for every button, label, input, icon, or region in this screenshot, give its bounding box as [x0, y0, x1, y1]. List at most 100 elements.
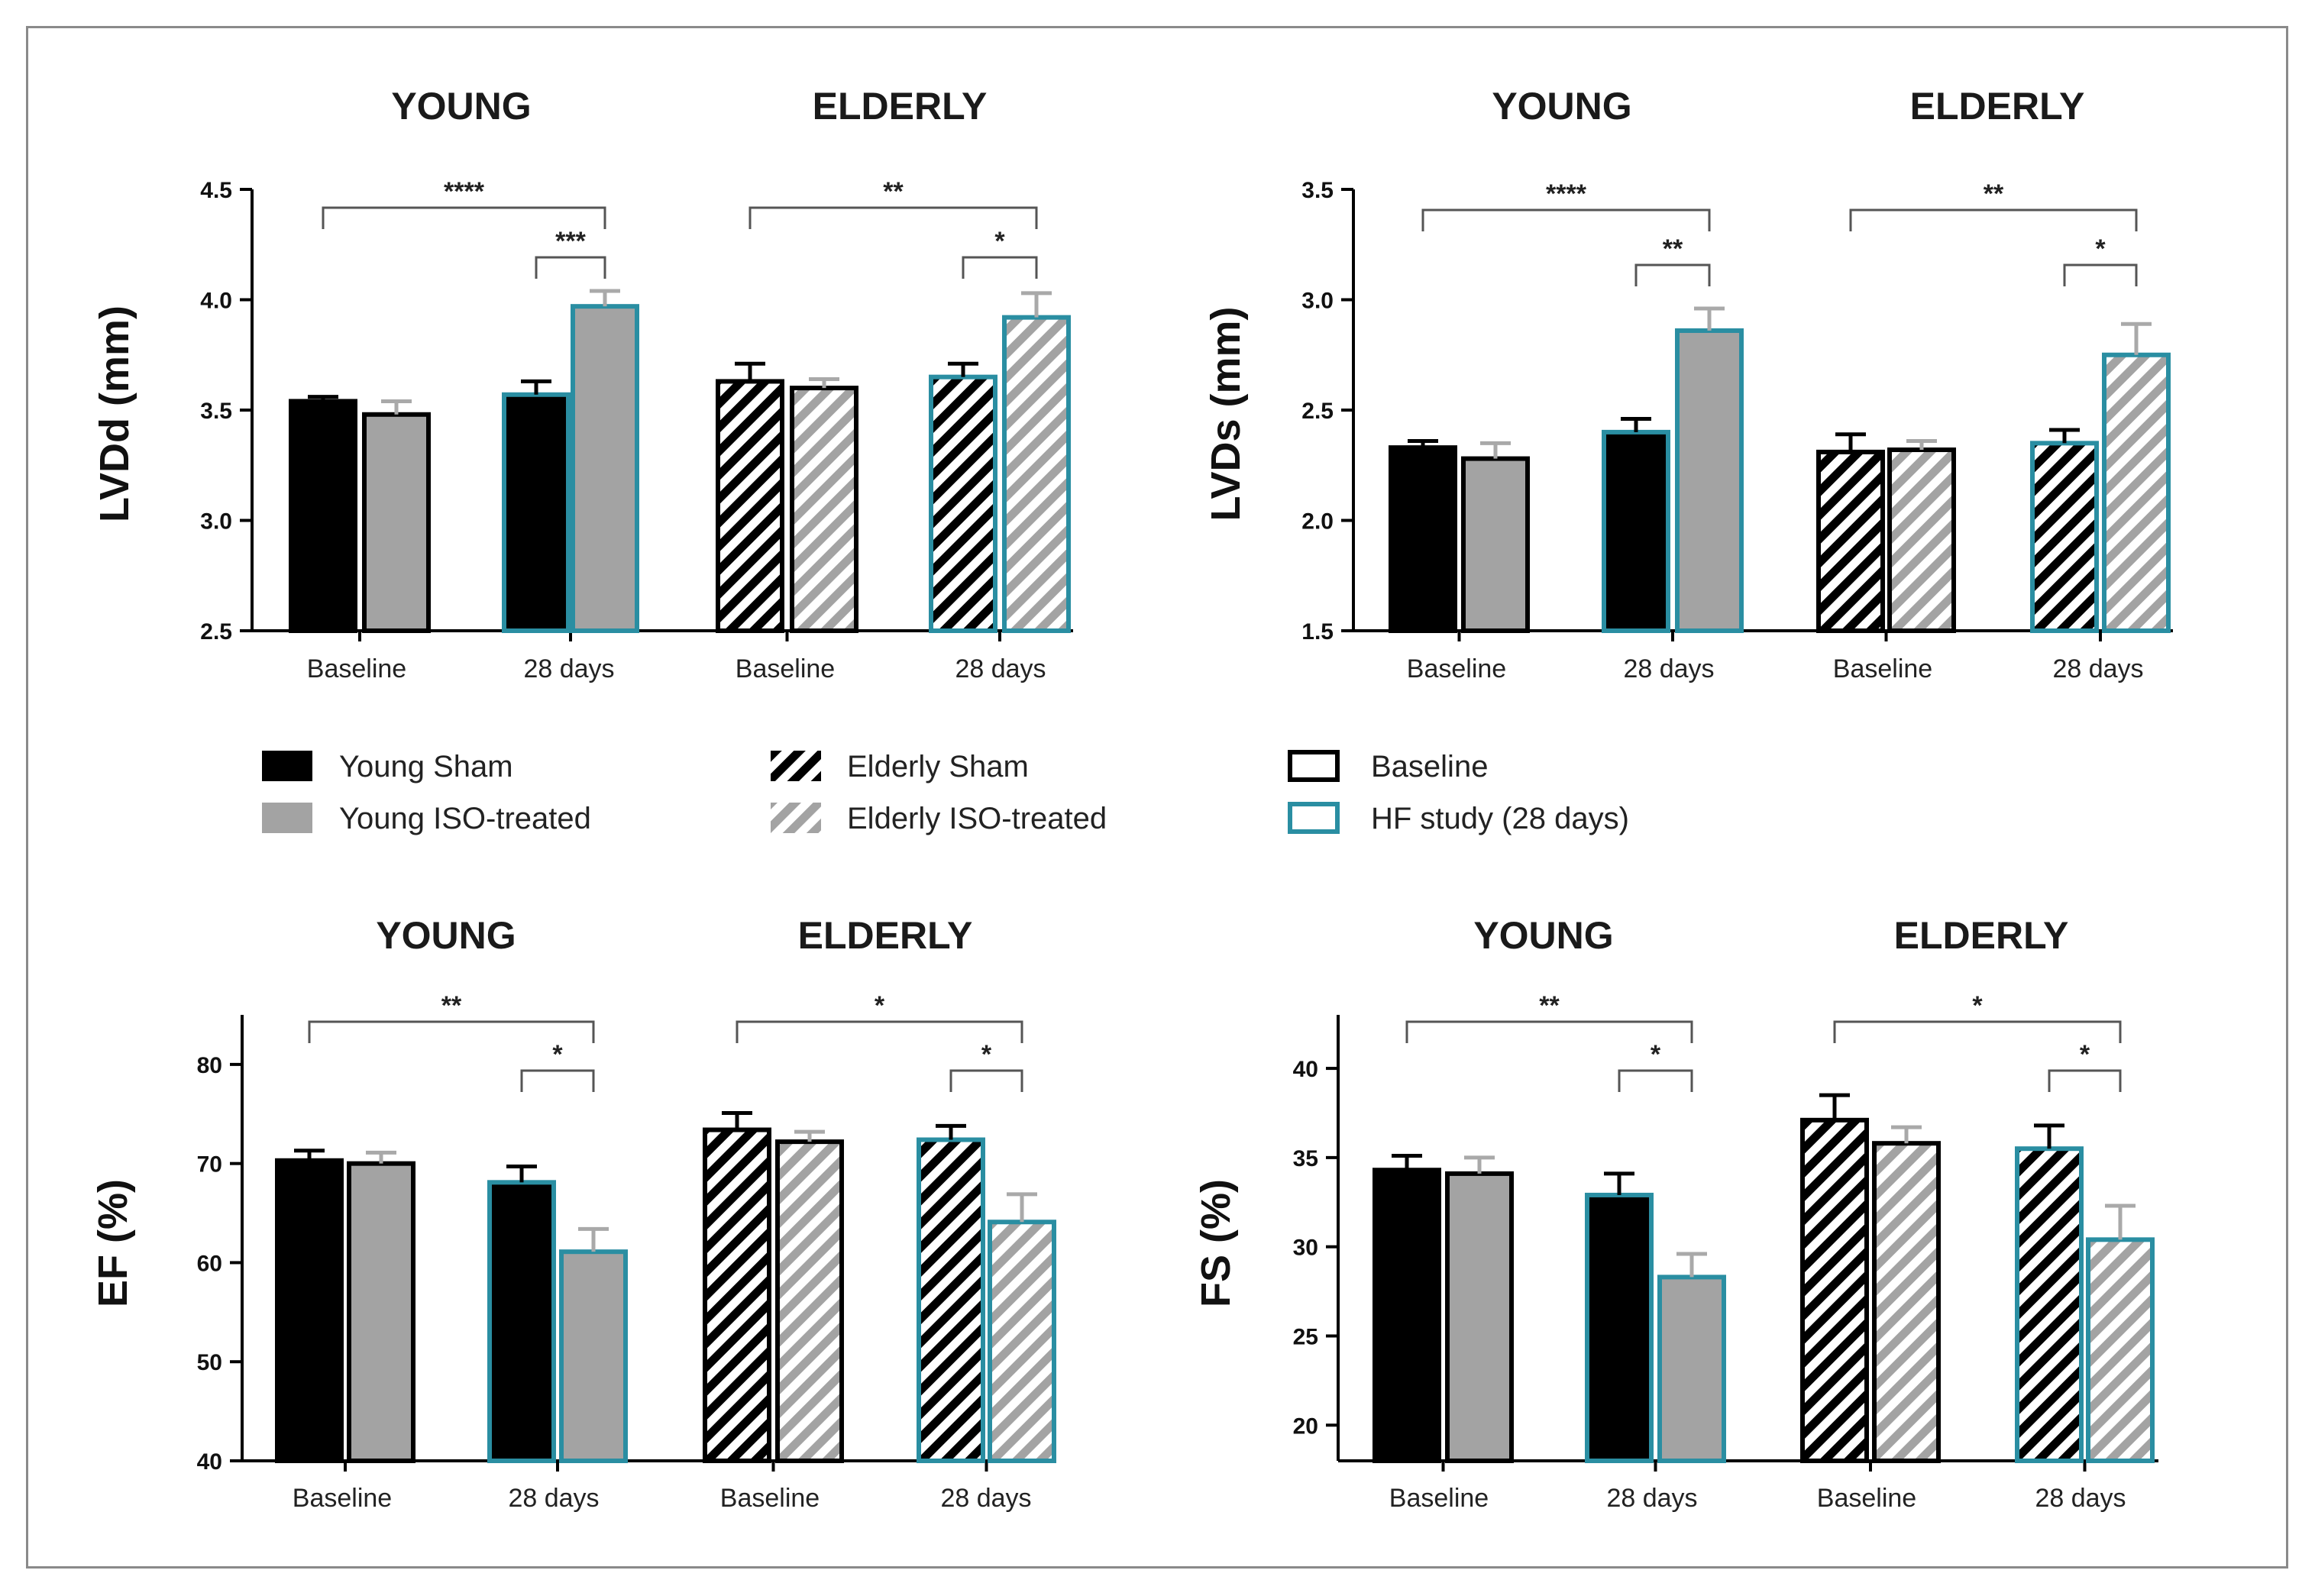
x-tick-label: Baseline [736, 654, 835, 683]
bar-elderly-iso [2086, 1237, 2155, 1464]
significance-bracket [949, 1069, 1023, 1092]
bar-elderly-sham [2015, 1146, 2084, 1463]
x-tick-label: Baseline [1817, 1484, 1916, 1513]
significance-bracket [1618, 1069, 1693, 1092]
x-tick-label: Baseline [1833, 654, 1932, 683]
legend-label: Young Sham [339, 750, 513, 783]
bar-elderly-sham [1800, 1117, 1869, 1463]
group-title-elderly: ELDERLY [798, 914, 973, 957]
group-title-elderly: ELDERLY [813, 85, 988, 128]
y-axis-label: LVDd (mm) [92, 305, 137, 522]
legend-label: Elderly ISO-treated [847, 802, 1107, 835]
bar-young-iso [1657, 1275, 1726, 1463]
chart-panel-fs: YOUNG ELDERLY FS (%) Baseline 28 days Ba… [1193, 914, 2158, 1513]
x-tick-label: 28 days [2052, 654, 2143, 683]
significance-bracket [308, 1020, 595, 1043]
y-tick-label: 30 [1293, 1236, 1318, 1261]
y-axis-label: EF (%) [90, 1179, 136, 1307]
bar-young-iso [362, 412, 431, 634]
significance-label: ** [441, 991, 462, 1020]
y-tick-label: 25 [1293, 1324, 1318, 1349]
y-tick-label: 2.5 [200, 619, 232, 645]
legend-label: Baseline [1371, 750, 1488, 783]
y-tick-label: 3.0 [200, 509, 232, 535]
x-tick-label: Baseline [1407, 654, 1506, 683]
significance-label: * [2095, 234, 2106, 263]
significance-bracket [1849, 208, 2138, 231]
figure-frame [26, 26, 2288, 1569]
bar-elderly-iso [1002, 315, 1071, 633]
bar-young-iso [1445, 1171, 1514, 1464]
legend-swatch-young-sham [262, 751, 312, 781]
significance-label: * [1972, 991, 1983, 1020]
significance-bracket [962, 256, 1038, 279]
group-title-young: YOUNG [1473, 914, 1613, 957]
y-tick-label: 20 [1293, 1413, 1318, 1439]
bar-young-sham [275, 1158, 344, 1463]
bar-elderly-iso [1872, 1141, 1941, 1464]
bar-young-sham [1602, 429, 1670, 634]
x-tick-label: 28 days [523, 654, 614, 683]
bar-young-sham [1585, 1192, 1654, 1464]
y-tick-label: 40 [1293, 1057, 1318, 1082]
chart-panel-lvdd: YOUNG ELDERLY LVDd (mm) Baseline 28 days… [92, 85, 1073, 683]
significance-bracket [2048, 1069, 2122, 1092]
significance-label: ** [883, 177, 904, 206]
group-title-elderly: ELDERLY [1894, 914, 2069, 957]
y-tick-label: 4.5 [200, 178, 232, 203]
y-tick-label: 1.5 [1301, 619, 1334, 645]
bar-young-sham [1373, 1168, 1441, 1464]
significance-label: * [1651, 1040, 1661, 1069]
bar-elderly-iso [988, 1220, 1056, 1464]
y-tick-label: 70 [197, 1152, 222, 1178]
y-tick-label: 3.0 [1301, 289, 1334, 314]
group-title-young: YOUNG [376, 914, 516, 957]
bar-young-iso [571, 304, 639, 633]
legend-swatch-baseline [1288, 750, 1340, 782]
x-tick-label: 28 days [940, 1484, 1031, 1513]
significance-bracket [736, 1020, 1023, 1043]
group-title-young: YOUNG [391, 85, 531, 128]
bar-young-iso [559, 1249, 628, 1464]
significance-label: * [552, 1040, 563, 1069]
significance-label: * [994, 227, 1005, 256]
bar-young-sham [1389, 445, 1457, 633]
chart-panel-lvds: YOUNG ELDERLY LVDs (mm) Baseline 28 days… [1203, 85, 2173, 683]
significance-bracket [520, 1069, 595, 1092]
significance-bracket [535, 256, 606, 279]
bar-elderly-sham [703, 1127, 771, 1463]
significance-bracket [1833, 1020, 2122, 1043]
y-axis-label: LVDs (mm) [1203, 306, 1249, 521]
legend: Young Sham Young ISO-treated Elderly Sha… [262, 750, 1629, 835]
bar-elderly-iso [790, 386, 858, 633]
y-tick-label: 50 [197, 1350, 222, 1375]
y-tick-label: 4.0 [200, 289, 232, 314]
legend-label: HF study (28 days) [1371, 802, 1629, 835]
bar-elderly-iso [1887, 447, 1956, 634]
significance-bracket [2063, 263, 2138, 286]
bar-young-sham [487, 1180, 556, 1464]
bar-young-sham [502, 392, 571, 634]
x-tick-label: 28 days [1623, 654, 1714, 683]
significance-bracket [322, 206, 606, 229]
significance-bracket [1421, 208, 1711, 231]
y-axis-label: FS (%) [1193, 1179, 1239, 1307]
significance-label: *** [555, 227, 586, 256]
x-tick-label: Baseline [307, 654, 406, 683]
y-tick-label: 80 [197, 1053, 222, 1078]
y-tick-label: 35 [1293, 1146, 1318, 1171]
x-tick-label: Baseline [293, 1484, 392, 1513]
significance-label: ** [1984, 179, 2004, 208]
x-tick-label: Baseline [1389, 1484, 1489, 1513]
y-tick-label: 3.5 [200, 399, 232, 424]
x-tick-label: 28 days [508, 1484, 599, 1513]
bar-young-sham [289, 399, 357, 633]
bar-elderly-sham [917, 1137, 985, 1464]
bar-young-iso [347, 1161, 415, 1463]
significance-label: ** [1663, 234, 1683, 263]
legend-swatch-elderly-iso [771, 803, 821, 833]
y-tick-label: 40 [197, 1449, 222, 1475]
bar-elderly-sham [1816, 449, 1885, 633]
legend-label: Young ISO-treated [339, 802, 591, 835]
bar-elderly-sham [929, 374, 997, 633]
